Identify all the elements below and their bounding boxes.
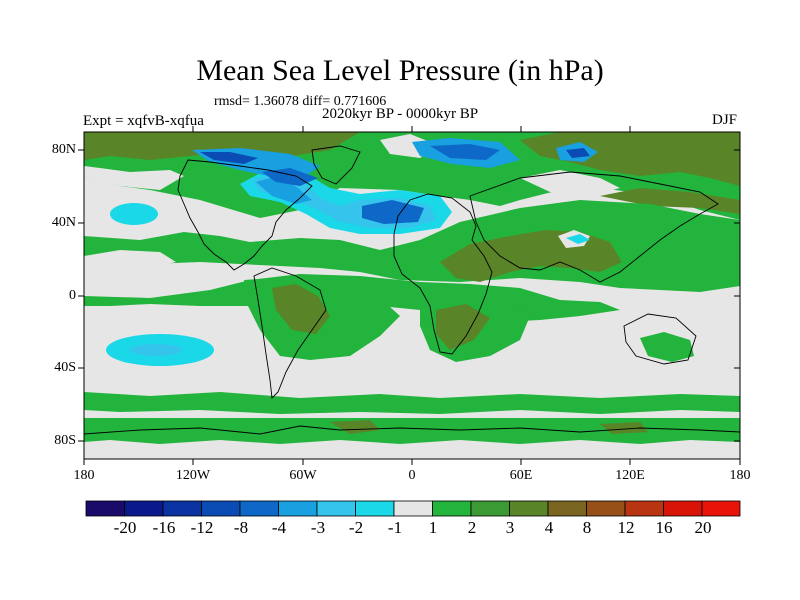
coastline-antarctica	[84, 425, 740, 435]
lat-label-40s: 40S	[54, 360, 76, 375]
colorbar-label: -8	[233, 518, 249, 537]
colorbar-swatch	[316, 500, 356, 517]
stats-label: rmsd= 1.36078 diff= 0.771606	[214, 94, 387, 109]
southern-africa-high-core	[436, 304, 490, 350]
nh-positive-region	[84, 200, 740, 292]
colorbar-swatch	[355, 500, 395, 517]
colorbar	[85, 500, 741, 517]
season-label: DJF	[712, 112, 738, 128]
lon-label-180e: 180	[729, 468, 751, 483]
colorbar-label: -3	[310, 518, 326, 537]
colorbar-label: 8	[582, 518, 592, 537]
colorbar-label: 3	[505, 518, 515, 537]
australia-high	[640, 332, 694, 362]
south-pacific-low-core	[130, 344, 182, 356]
colorbar-swatch	[239, 500, 279, 517]
neutral-gap	[84, 250, 176, 272]
colorbar-label: 20	[694, 518, 712, 537]
lon-label-60w: 60W	[289, 468, 317, 483]
colorbar-label: -2	[348, 518, 364, 537]
coastline-asia	[469, 171, 719, 283]
colorbar-label: 2	[467, 518, 477, 537]
north-atlantic-low-core	[256, 176, 312, 204]
colorbar-swatch	[586, 500, 626, 517]
colorbar-swatch	[547, 500, 587, 517]
north-pacific-low	[110, 203, 158, 225]
coastline-north-america	[177, 159, 313, 271]
southern-ocean-high	[84, 392, 740, 414]
colorbar-swatch	[162, 500, 202, 517]
colorbar-label: 16	[655, 518, 673, 537]
colorbar-swatch	[509, 500, 549, 517]
antarctic-high-core	[600, 422, 648, 434]
colorbar-swatch	[470, 500, 510, 517]
lon-label-180w: 180	[73, 468, 95, 483]
antarctic-high-core	[330, 420, 380, 434]
arctic-neutral-gap	[84, 166, 184, 190]
arctic-low	[430, 144, 500, 160]
colorbar-swatch	[278, 500, 318, 517]
colorbar-swatch	[663, 500, 703, 517]
coastlines	[84, 145, 740, 435]
arctic-high-region	[600, 188, 740, 214]
lon-label-120e: 120E	[615, 468, 645, 483]
colorbar-label: 4	[544, 518, 554, 537]
north-atlantic-low-core	[362, 200, 424, 224]
map-field	[84, 132, 740, 459]
colorbar-label: -12	[190, 518, 214, 537]
colorbar-label: -1	[387, 518, 403, 537]
asia-low	[566, 234, 590, 244]
colorbar-label: -4	[271, 518, 287, 537]
lat-label-40n: 40N	[51, 215, 76, 230]
coastline-australia	[623, 313, 697, 365]
coastline-europe-africa	[393, 193, 493, 355]
lat-label-80n: 80N	[51, 142, 76, 157]
experiment-label: Expt = xqfvB-xqfua	[83, 113, 204, 129]
colorbar-swatch	[624, 500, 664, 517]
coastline-greenland	[311, 145, 361, 185]
lon-label-60e: 60E	[509, 468, 533, 483]
colorbar-label: -16	[152, 518, 176, 537]
colorbar-label: 12	[617, 518, 635, 537]
arctic-high-region	[84, 132, 360, 160]
colorbar-swatch	[701, 500, 741, 517]
axis-ticks	[78, 126, 741, 465]
arctic-neutral-gap	[520, 170, 620, 196]
coastline-south-america	[253, 267, 327, 399]
colorbar-label: 1	[428, 518, 438, 537]
lon-label-120w: 120W	[175, 468, 211, 483]
lat-label-80s: 80S	[54, 433, 76, 448]
period-label: 2020kyr BP - 0000kyr BP	[322, 106, 479, 122]
lon-label-0: 0	[408, 468, 416, 483]
colorbar-swatch	[201, 500, 241, 517]
colorbar-label: -20	[113, 518, 137, 537]
lat-label-0: 0	[69, 288, 76, 303]
arctic-low	[566, 148, 590, 158]
south-america-high-core	[272, 284, 330, 334]
colorbar-swatch	[432, 500, 472, 517]
chart-title: Mean Sea Level Pressure (in hPa)	[196, 54, 604, 87]
colorbar-swatch	[393, 500, 433, 517]
antarctic-high	[84, 418, 740, 444]
colorbar-swatch	[85, 500, 125, 517]
colorbar-swatch	[124, 500, 164, 517]
arctic-low	[200, 152, 258, 164]
